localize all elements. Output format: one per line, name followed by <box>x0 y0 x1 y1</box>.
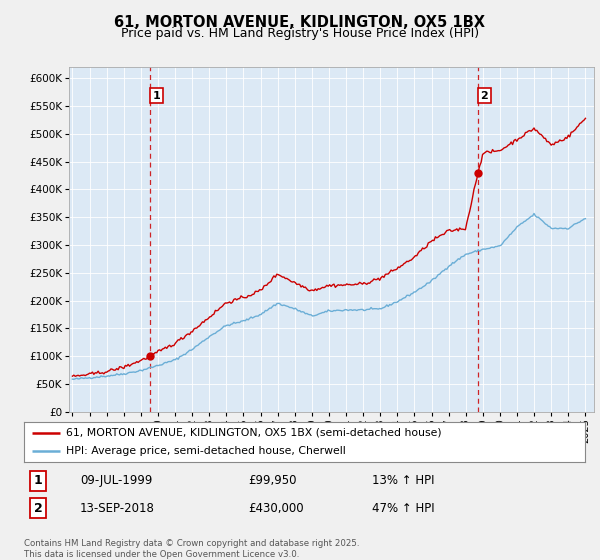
Text: Price paid vs. HM Land Registry's House Price Index (HPI): Price paid vs. HM Land Registry's House … <box>121 27 479 40</box>
Text: 1: 1 <box>34 474 43 487</box>
Text: 61, MORTON AVENUE, KIDLINGTON, OX5 1BX (semi-detached house): 61, MORTON AVENUE, KIDLINGTON, OX5 1BX (… <box>66 428 442 437</box>
Text: 13-SEP-2018: 13-SEP-2018 <box>80 502 155 515</box>
Text: Contains HM Land Registry data © Crown copyright and database right 2025.
This d: Contains HM Land Registry data © Crown c… <box>24 539 359 559</box>
Text: 1: 1 <box>152 91 160 101</box>
Text: 47% ↑ HPI: 47% ↑ HPI <box>372 502 434 515</box>
Text: 2: 2 <box>481 91 488 101</box>
Text: £430,000: £430,000 <box>248 502 304 515</box>
Text: 13% ↑ HPI: 13% ↑ HPI <box>372 474 434 487</box>
Text: 09-JUL-1999: 09-JUL-1999 <box>80 474 152 487</box>
Text: 2: 2 <box>34 502 43 515</box>
Text: 61, MORTON AVENUE, KIDLINGTON, OX5 1BX: 61, MORTON AVENUE, KIDLINGTON, OX5 1BX <box>115 15 485 30</box>
Text: HPI: Average price, semi-detached house, Cherwell: HPI: Average price, semi-detached house,… <box>66 446 346 456</box>
Text: £99,950: £99,950 <box>248 474 297 487</box>
